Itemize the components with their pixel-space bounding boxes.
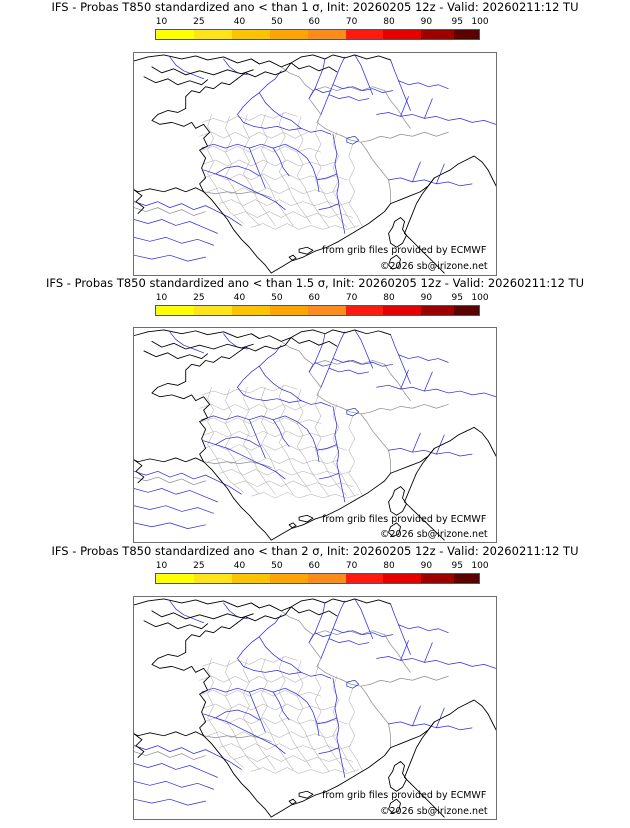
colorbar-band-3 (231, 306, 270, 315)
colorbar-tick-60: 60 (308, 561, 320, 571)
colorbar-tick-60: 60 (308, 17, 320, 27)
colorbar-band-7 (383, 30, 422, 39)
colorbar-tick-90: 90 (420, 293, 433, 303)
panel-title-1: IFS - Probas T850 standardized ano < tha… (51, 0, 579, 14)
map-canvas-1[interactable] (133, 52, 497, 276)
colorbar-tick-95: 95 (451, 293, 463, 303)
colorbar-tick-70: 70 (345, 561, 358, 571)
colorbar-band-2 (193, 30, 232, 39)
colorbar-tick-50: 50 (271, 17, 283, 27)
colorbar-band-4 (269, 574, 308, 583)
forecast-panel-3: IFS - Probas T850 standardized ano < tha… (0, 544, 630, 828)
colorbar-bands-3 (155, 573, 480, 584)
colorbar-tick-40: 40 (233, 17, 246, 27)
colorbar-tick-95: 95 (451, 561, 463, 571)
colorbar-band-5 (307, 306, 346, 315)
colorbar-tick-10: 10 (155, 17, 168, 27)
credit-copyright-1: ©2026 sb@irizone.net (380, 261, 488, 272)
credit-copyright-3: ©2026 sb@irizone.net (380, 806, 488, 817)
colorbar-band-1 (156, 30, 194, 39)
colorbar-band-6 (345, 30, 384, 39)
colorbar-band-7 (383, 306, 422, 315)
colorbar-band-9 (454, 306, 480, 315)
credit-copyright-2: ©2026 sb@irizone.net (380, 529, 488, 540)
colorbar-tick-90: 90 (420, 561, 433, 571)
colorbar-band-7 (383, 574, 422, 583)
colorbar-tick-50: 50 (271, 561, 283, 571)
colorbar-tick-labels-2: 10 25 40 50 60 70 80 90 95 100 (155, 293, 489, 305)
colorbar-tick-100: 100 (471, 561, 489, 571)
panel-title-3: IFS - Probas T850 standardized ano < tha… (51, 544, 579, 558)
colorbar-band-3 (231, 30, 270, 39)
colorbar-tick-50: 50 (271, 293, 283, 303)
colorbar-tick-40: 40 (233, 561, 246, 571)
colorbar-band-5 (307, 30, 346, 39)
credit-ecmwf-3: from grib files provided by ECMWF (322, 790, 487, 801)
colorbar-tick-70: 70 (345, 17, 358, 27)
colorbar-band-3 (231, 574, 270, 583)
colorbar-tick-70: 70 (345, 293, 358, 303)
forecast-panel-1: IFS - Probas T850 standardized ano < tha… (0, 0, 630, 276)
colorbar-tick-80: 80 (383, 293, 395, 303)
colorbar-tick-25: 25 (193, 293, 205, 303)
colorbar-tick-90: 90 (420, 17, 433, 27)
map-canvas-3[interactable] (133, 596, 497, 820)
colorbar-tick-labels-3: 10 25 40 50 60 70 80 90 95 100 (155, 561, 489, 573)
colorbar-1: 10 25 40 50 60 70 80 90 95 100 (155, 17, 489, 43)
map-svg-3 (134, 598, 496, 818)
colorbar-band-9 (454, 30, 480, 39)
credit-ecmwf-2: from grib files provided by ECMWF (322, 514, 487, 525)
colorbar-2: 10 25 40 50 60 70 80 90 95 100 (155, 293, 489, 319)
colorbar-tick-40: 40 (233, 293, 246, 303)
colorbar-tick-80: 80 (383, 17, 395, 27)
colorbar-band-1 (156, 306, 194, 315)
colorbar-tick-10: 10 (155, 561, 168, 571)
forecast-panel-2: IFS - Probas T850 standardized ano < tha… (0, 276, 630, 544)
colorbar-tick-95: 95 (451, 17, 463, 27)
map-canvas-2[interactable] (133, 327, 497, 543)
colorbar-tick-25: 25 (193, 561, 205, 571)
colorbar-band-2 (193, 574, 232, 583)
colorbar-bands-1 (155, 29, 480, 40)
colorbar-band-1 (156, 574, 194, 583)
colorbar-tick-100: 100 (471, 293, 489, 303)
colorbar-band-4 (269, 306, 308, 315)
colorbar-bands-2 (155, 305, 480, 316)
colorbar-band-9 (454, 574, 480, 583)
credit-ecmwf-1: from grib files provided by ECMWF (322, 245, 487, 256)
colorbar-tick-100: 100 (471, 17, 489, 27)
colorbar-band-8 (421, 574, 455, 583)
colorbar-tick-25: 25 (193, 17, 205, 27)
colorbar-band-4 (269, 30, 308, 39)
colorbar-3: 10 25 40 50 60 70 80 90 95 100 (155, 561, 489, 587)
colorbar-band-5 (307, 574, 346, 583)
colorbar-tick-labels-1: 10 25 40 50 60 70 80 90 95 100 (155, 17, 489, 29)
colorbar-band-6 (345, 574, 384, 583)
colorbar-tick-60: 60 (308, 293, 320, 303)
colorbar-band-8 (421, 306, 455, 315)
colorbar-tick-10: 10 (155, 293, 168, 303)
colorbar-band-2 (193, 306, 232, 315)
panel-title-2: IFS - Probas T850 standardized ano < tha… (46, 276, 584, 290)
colorbar-band-6 (345, 306, 384, 315)
map-svg-2 (134, 329, 496, 541)
colorbar-tick-80: 80 (383, 561, 395, 571)
map-svg-1 (134, 54, 496, 274)
colorbar-band-8 (421, 30, 455, 39)
